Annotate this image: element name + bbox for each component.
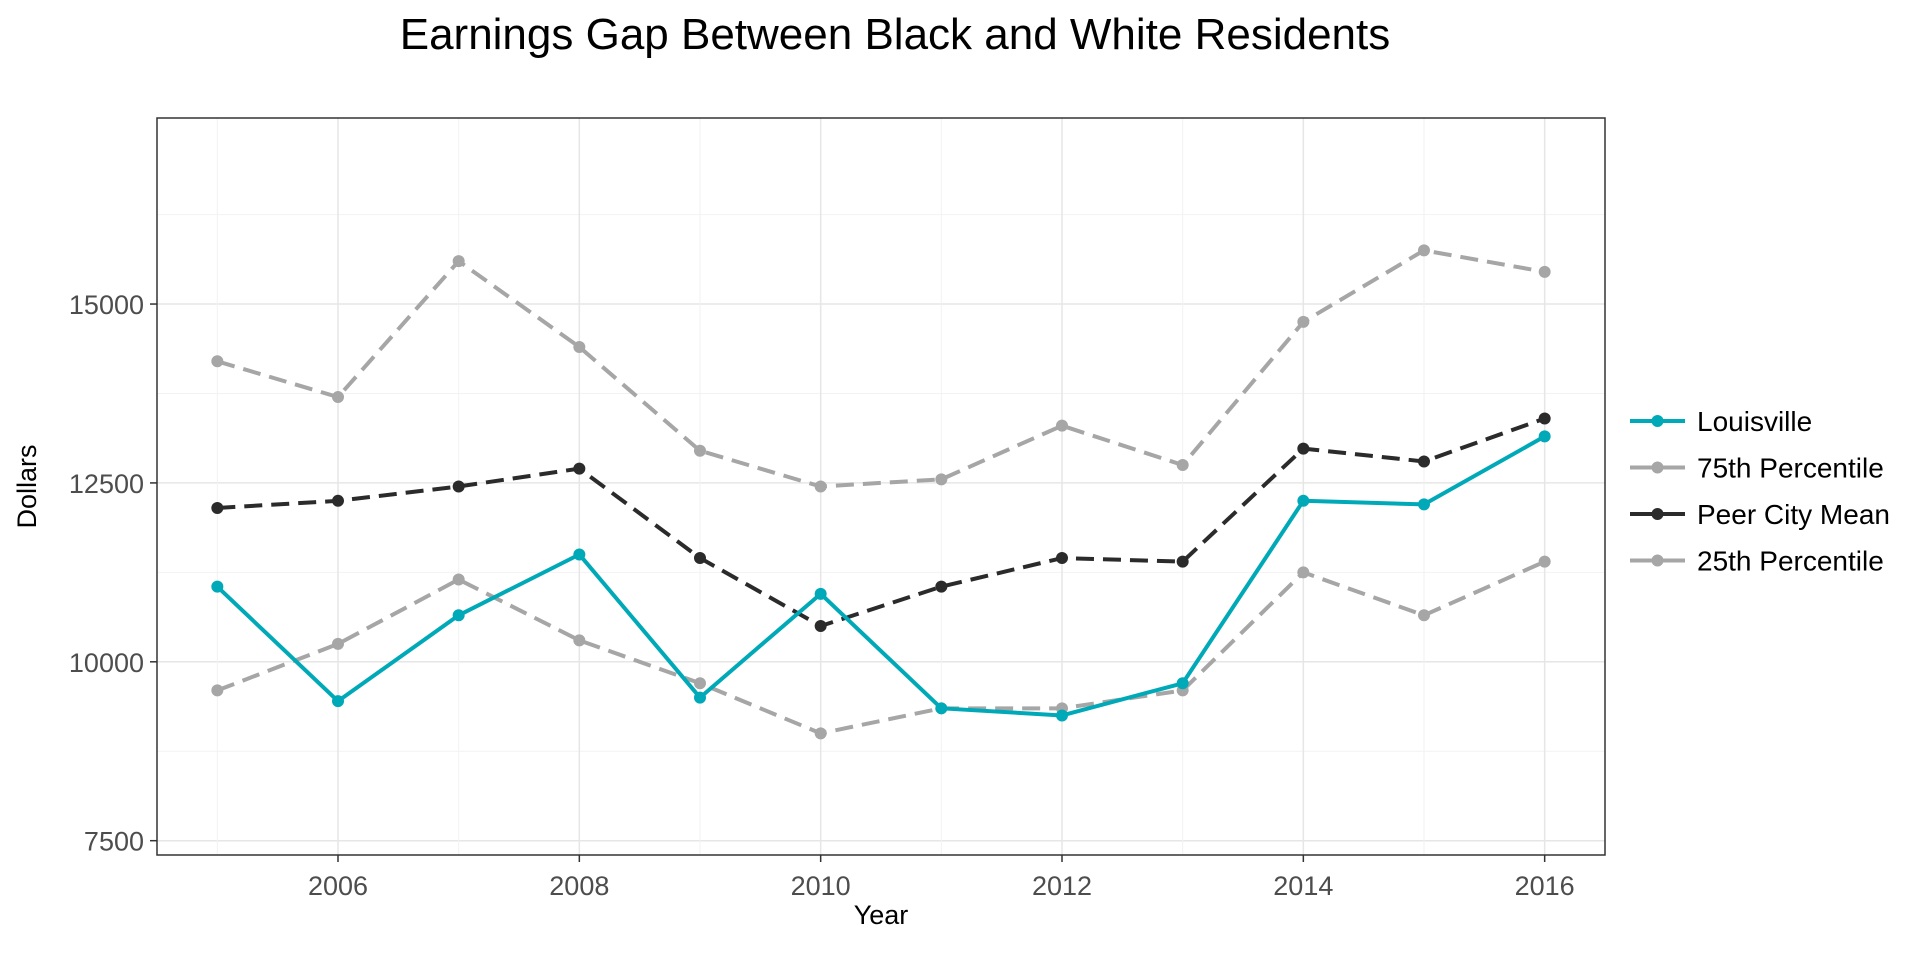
legend: Louisville 75th Percentile Peer City Mean 2… xyxy=(1630,406,1890,577)
x-tick-label: 2008 xyxy=(549,871,609,901)
legend-key-point xyxy=(1651,554,1664,567)
data-point-louisville xyxy=(211,580,224,593)
data-point-peer-city-mean xyxy=(935,580,948,593)
legend-key-point xyxy=(1651,508,1664,520)
chart-title: Earnings Gap Between Black and White Res… xyxy=(399,10,1391,59)
data-point-75th-percentile xyxy=(573,340,586,353)
legend-item-25th-percentile: 25th Percentile xyxy=(1630,546,1884,577)
data-point-25th-percentile xyxy=(1297,566,1310,579)
data-point-25th-percentile xyxy=(694,677,706,690)
y-tick-label: 10000 xyxy=(69,648,144,678)
data-point-75th-percentile xyxy=(814,480,827,493)
data-point-75th-percentile xyxy=(1297,315,1310,328)
data-point-peer-city-mean xyxy=(814,620,827,633)
grid-lines xyxy=(157,118,1605,855)
legend-key-point xyxy=(1651,461,1664,474)
data-point-25th-percentile xyxy=(211,684,224,697)
y-tick-label: 12500 xyxy=(69,469,144,499)
data-point-peer-city-mean xyxy=(694,552,706,565)
series-louisville xyxy=(211,430,1551,722)
data-point-peer-city-mean xyxy=(573,462,586,475)
data-point-louisville xyxy=(1056,709,1068,722)
axis-ticks: 7500 10000 12500 15000 2006 2008 2010 2012 2014 2… xyxy=(69,290,1575,901)
data-point-louisville xyxy=(814,587,827,600)
data-point-louisville xyxy=(1297,494,1310,507)
data-point-peer-city-mean xyxy=(1297,442,1310,455)
data-point-75th-percentile xyxy=(694,444,706,457)
y-axis-title: Dollars xyxy=(12,444,42,528)
data-point-75th-percentile xyxy=(1538,265,1551,278)
series-line-louisville xyxy=(215,434,1546,718)
legend-label: Louisville xyxy=(1697,406,1812,437)
data-point-peer-city-mean xyxy=(211,501,224,514)
data-point-75th-percentile xyxy=(1056,419,1068,432)
legend-label: 25th Percentile xyxy=(1697,546,1884,577)
x-tick-label: 2012 xyxy=(1032,871,1092,901)
data-point-75th-percentile xyxy=(935,473,948,486)
data-point-peer-city-mean xyxy=(1418,455,1430,468)
data-point-peer-city-mean xyxy=(1176,555,1189,568)
legend-key-point xyxy=(1651,415,1664,427)
data-point-75th-percentile xyxy=(1176,459,1189,472)
data-point-75th-percentile xyxy=(332,391,344,404)
y-tick-label: 7500 xyxy=(84,827,144,857)
data-point-75th-percentile xyxy=(452,255,465,268)
data-point-louisville xyxy=(935,702,948,715)
data-point-75th-percentile xyxy=(1418,244,1430,257)
data-point-25th-percentile xyxy=(1538,555,1551,568)
plot-panel-border xyxy=(156,117,1606,856)
legend-item-peer-city-mean: Peer City Mean xyxy=(1630,499,1890,530)
legend-item-75th-percentile: 75th Percentile xyxy=(1630,453,1884,484)
series-line-25th-percentile xyxy=(216,559,1546,736)
data-point-louisville xyxy=(694,691,706,704)
data-point-louisville xyxy=(1418,498,1430,511)
legend-label: Peer City Mean xyxy=(1697,499,1890,530)
series-lines xyxy=(211,244,1551,740)
y-tick-label: 15000 xyxy=(69,290,144,320)
data-point-peer-city-mean xyxy=(332,494,344,507)
x-axis-title: Year xyxy=(854,900,909,930)
data-point-peer-city-mean xyxy=(1538,412,1551,425)
x-tick-label: 2006 xyxy=(308,871,368,901)
data-point-25th-percentile xyxy=(1418,609,1430,622)
data-point-peer-city-mean xyxy=(1056,552,1068,565)
x-tick-label: 2010 xyxy=(791,871,851,901)
legend-label: 75th Percentile xyxy=(1697,453,1884,484)
series-peer-city-mean xyxy=(211,412,1551,633)
data-point-25th-percentile xyxy=(332,637,344,650)
data-point-louisville xyxy=(1538,430,1551,443)
series-line-75th-percentile xyxy=(216,248,1546,489)
data-point-louisville xyxy=(332,695,344,708)
series-75th-percentile xyxy=(211,244,1551,493)
data-point-louisville xyxy=(452,609,465,622)
data-point-75th-percentile xyxy=(211,355,224,368)
data-point-louisville xyxy=(1176,677,1189,690)
data-point-louisville xyxy=(573,548,586,561)
data-point-25th-percentile xyxy=(814,727,827,740)
legend-item-louisville: Louisville xyxy=(1630,406,1812,437)
data-point-25th-percentile xyxy=(452,573,465,586)
data-point-25th-percentile xyxy=(573,634,586,647)
series-line-peer-city-mean xyxy=(217,416,1546,629)
x-tick-label: 2014 xyxy=(1273,871,1333,901)
data-point-peer-city-mean xyxy=(452,480,465,493)
x-tick-label: 2016 xyxy=(1515,871,1575,901)
